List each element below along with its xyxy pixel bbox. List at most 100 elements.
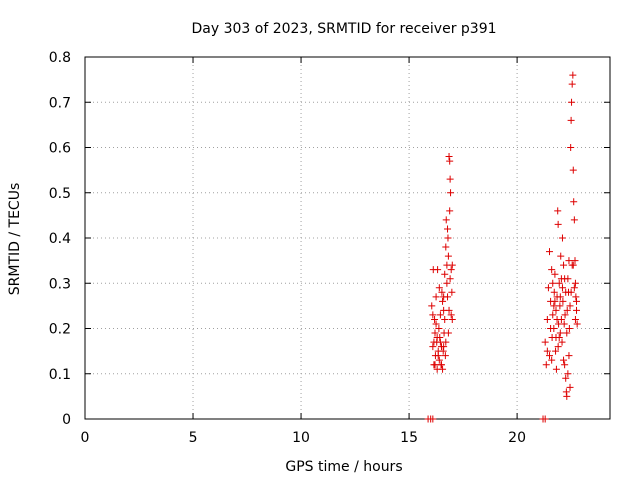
data-point — [571, 279, 579, 287]
data-point — [544, 284, 552, 292]
data-point — [448, 315, 456, 323]
data-point — [429, 343, 437, 351]
data-point — [555, 334, 563, 342]
data-point — [548, 356, 556, 364]
data-point — [563, 306, 571, 314]
data-point — [442, 216, 450, 224]
data-point — [446, 175, 454, 183]
data-point — [572, 293, 580, 301]
y-tick-label: 0.5 — [49, 186, 71, 202]
data-point — [562, 374, 570, 382]
data-point — [556, 329, 564, 337]
data-point — [445, 153, 453, 161]
data-point — [560, 261, 568, 269]
data-point — [430, 338, 438, 346]
data-point — [444, 252, 452, 260]
grid-lines — [85, 57, 610, 419]
data-point — [551, 270, 559, 278]
data-point — [444, 234, 452, 242]
data-point — [439, 297, 447, 305]
data-point — [443, 279, 451, 287]
y-tick-label: 0.7 — [49, 95, 71, 111]
data-point — [558, 284, 566, 292]
data-point — [444, 225, 452, 233]
data-point — [550, 288, 558, 296]
data-point — [568, 80, 576, 88]
data-point — [440, 343, 448, 351]
data-point — [442, 338, 450, 346]
data-point — [560, 356, 568, 364]
x-tick-labels: 0 5 10 15 20 — [81, 430, 526, 446]
data-point — [553, 315, 561, 323]
data-point — [434, 266, 442, 274]
data-point — [552, 365, 560, 373]
data-point — [429, 311, 437, 319]
data-point — [436, 311, 444, 319]
data-point — [446, 157, 454, 165]
data-point — [558, 234, 566, 242]
data-point — [442, 243, 450, 251]
x-tick-label: 20 — [508, 430, 526, 446]
data-point — [441, 352, 449, 360]
y-tick-label: 0.1 — [49, 367, 71, 383]
data-point — [437, 361, 445, 369]
y-tick-labels: 0 0.1 0.2 0.3 0.4 0.5 0.6 0.7 0.8 — [49, 50, 71, 428]
data-point — [447, 311, 455, 319]
y-axis-label: SRMTID / TECUs — [7, 183, 23, 296]
data-point — [564, 370, 572, 378]
data-point — [431, 361, 439, 369]
data-point — [448, 288, 456, 296]
data-point — [561, 311, 569, 319]
x-tick-label: 5 — [189, 430, 198, 446]
data-point — [432, 320, 440, 328]
data-point — [551, 297, 559, 305]
data-point — [445, 306, 453, 314]
data-point — [563, 392, 571, 400]
data-point — [554, 207, 562, 215]
x-tick-label: 0 — [81, 430, 90, 446]
data-point — [558, 338, 566, 346]
data-point — [444, 329, 452, 337]
data-point — [569, 166, 577, 174]
data-point — [441, 270, 449, 278]
data-point — [561, 361, 569, 369]
data-point — [563, 329, 571, 337]
data-point — [433, 334, 441, 342]
x-tick-label: 10 — [292, 430, 310, 446]
data-point — [567, 144, 575, 151]
data-point — [431, 315, 439, 323]
data-point — [543, 347, 551, 355]
x-axis-label: GPS time / hours — [285, 459, 402, 475]
data-point — [570, 216, 578, 224]
data-point — [546, 248, 554, 256]
data-point — [566, 383, 574, 391]
data-point — [565, 352, 573, 360]
data-point — [549, 311, 557, 319]
data-point — [541, 338, 549, 346]
data-point — [446, 207, 454, 215]
y-tick-label: 0.3 — [49, 276, 71, 292]
data-point — [443, 261, 451, 269]
data-point — [571, 315, 579, 323]
y-tick-label: 0.4 — [49, 231, 71, 247]
data-point — [554, 220, 562, 228]
data-point — [557, 252, 565, 260]
data-point — [568, 261, 576, 269]
data-point — [435, 325, 443, 332]
data-point — [438, 288, 446, 296]
data-point — [552, 306, 560, 314]
axis-ticks — [84, 56, 610, 420]
data-point — [557, 275, 565, 283]
data-point — [552, 347, 560, 355]
data-point — [432, 293, 440, 301]
data-point — [567, 116, 575, 124]
data-point — [440, 293, 448, 301]
data-point — [566, 302, 574, 310]
data-point — [546, 352, 554, 360]
data-point — [431, 329, 439, 337]
data-point — [550, 302, 558, 310]
data-point — [548, 266, 556, 274]
data-point — [549, 279, 557, 287]
plot-frame — [84, 56, 611, 420]
